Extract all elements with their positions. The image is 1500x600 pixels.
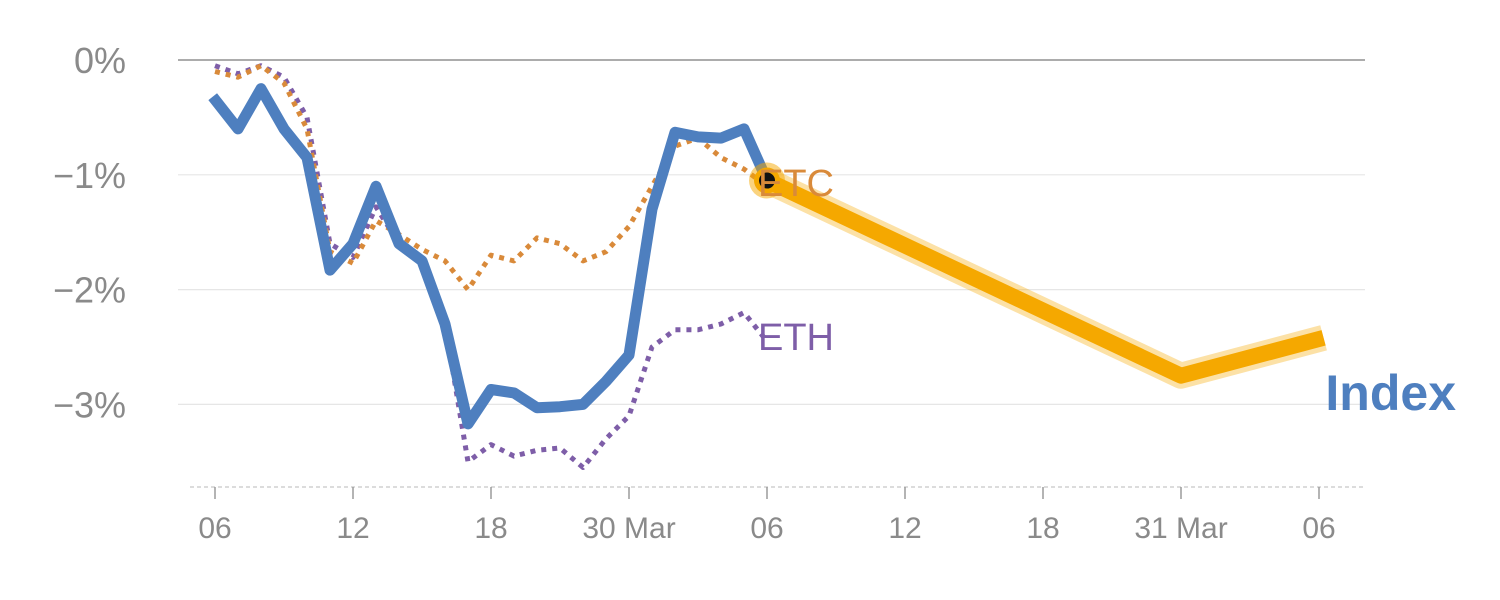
series-line-etc: [214, 63, 769, 293]
series-line-index: [208, 83, 773, 430]
x-tick-label: 06: [1302, 512, 1335, 545]
x-tick-label: 06: [198, 512, 231, 545]
y-tick-label: −1%: [53, 155, 126, 196]
series-layer: [208, 63, 1327, 470]
y-axis-ticks: 0% −1% −2% −3%: [53, 40, 126, 425]
series-label-index: Index: [1325, 365, 1456, 421]
x-axis: 06 12 18 30 Mar 06 12 18 31 Mar 06: [190, 486, 1365, 545]
series-line-eth: [214, 63, 769, 470]
x-tick-label: 12: [336, 512, 369, 545]
x-tick-label: 12: [888, 512, 921, 545]
x-tick-label: 18: [474, 512, 507, 545]
x-tick-label: 31 Mar: [1134, 512, 1227, 545]
highlight-marker-dot: [759, 172, 775, 189]
series-line-index-forecast-halo: [761, 168, 1327, 389]
x-tick-label: 18: [1026, 512, 1059, 545]
marker-layer: [749, 162, 785, 199]
series-label-etc: ETC: [758, 163, 834, 205]
y-tick-label: 0%: [74, 40, 126, 81]
gridlines: [178, 59, 1365, 405]
y-tick-label: −3%: [53, 384, 126, 425]
y-tick-label: −2%: [53, 270, 126, 311]
series-line-index-forecast: [763, 173, 1326, 384]
x-tick-label: 30 Mar: [582, 512, 675, 545]
series-label-eth: ETH: [758, 317, 834, 359]
x-tick-label: 06: [750, 512, 783, 545]
